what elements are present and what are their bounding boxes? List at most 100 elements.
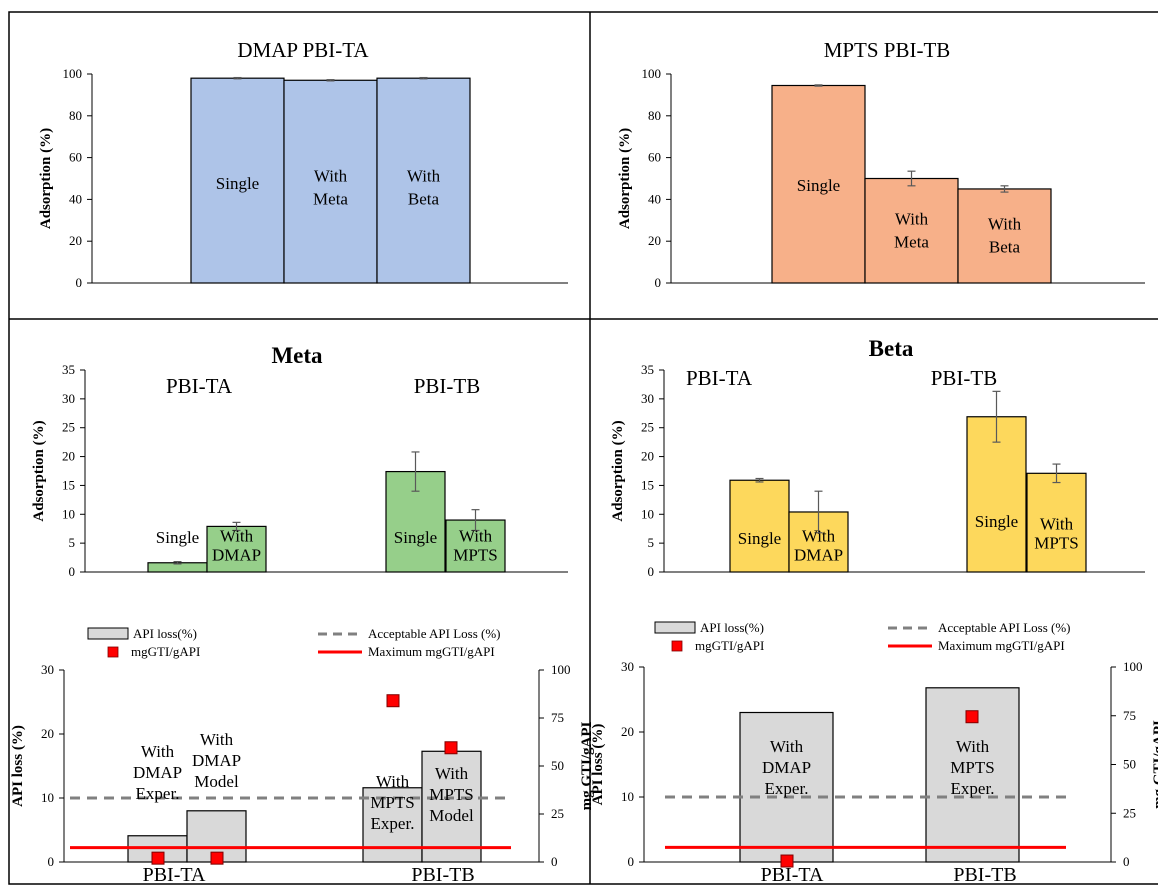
legend-label-accept: Acceptable API Loss (%) xyxy=(938,620,1071,635)
group-label: PBI-TB xyxy=(414,374,481,398)
bar-label: With xyxy=(988,215,1022,234)
group-label: PBI-TB xyxy=(931,366,998,390)
bar-label: Exper. xyxy=(136,784,180,803)
y-tick-label: 0 xyxy=(628,854,635,869)
y-tick-label: 0 xyxy=(551,854,558,869)
bar-label: DMAP xyxy=(192,751,241,770)
y-tick-label: 20 xyxy=(641,449,654,464)
y-tick-label: 0 xyxy=(655,275,662,290)
y-tick-label: 30 xyxy=(62,391,75,406)
bar-label: With xyxy=(895,210,929,229)
y-tick-label: 0 xyxy=(1123,854,1130,869)
legend-label-max: Maximum mgGTI/gAPI xyxy=(938,638,1065,653)
bar-label: With xyxy=(459,527,493,546)
bar-label: Single xyxy=(156,528,199,547)
bar-label: DMAP xyxy=(133,763,182,782)
bar-label: Single xyxy=(975,512,1018,531)
bar-label: With xyxy=(314,167,348,186)
bar-label: DMAP xyxy=(762,758,811,777)
y-tick-label: 10 xyxy=(41,790,54,805)
category-label: PBI-TA xyxy=(143,864,206,885)
bar-label: With xyxy=(770,737,804,756)
chart-mpts: MPTS PBI-TB 0 20 40 60 80 100 Adsorption (%) Sin… xyxy=(617,38,1145,290)
bar xyxy=(739,711,834,863)
y-tick-label: 80 xyxy=(69,108,82,123)
bar-label: With xyxy=(200,730,234,749)
chart-title: DMAP PBI-TA xyxy=(237,38,369,62)
y-tick-label: 25 xyxy=(551,806,564,821)
y-tick-label: 20 xyxy=(41,726,54,741)
chart-beta: Beta PBI-TA PBI-TB 0 5 10 15 20 25 30 35 Adsorption… xyxy=(610,336,1145,579)
y-axis-label: API loss (%) xyxy=(590,724,606,806)
bar xyxy=(190,77,285,284)
bar xyxy=(362,787,423,863)
bar xyxy=(957,188,1052,284)
bar-label: Beta xyxy=(989,238,1021,257)
bar xyxy=(206,525,267,573)
bar-label: Exper. xyxy=(371,814,415,833)
bar-label: With xyxy=(407,167,441,186)
y-tick-label: 15 xyxy=(641,477,654,492)
y-tick-label: 20 xyxy=(621,724,634,739)
legend-swatch-bar xyxy=(87,627,129,640)
chart-meta: Meta PBI-TA PBI-TB 0 5 10 15 20 25 30 35 Adsorption… xyxy=(31,343,568,579)
bar-label: Meta xyxy=(313,190,348,209)
y-tick-label: 25 xyxy=(641,420,654,435)
mg-marker xyxy=(210,851,224,865)
panel-borders xyxy=(8,11,1158,885)
bar-label: Single xyxy=(394,528,437,547)
bar-label: MPTS xyxy=(429,785,473,804)
bar-label: Single xyxy=(797,176,840,195)
y-tick-label: 20 xyxy=(69,233,82,248)
y-tick-label: 25 xyxy=(62,420,75,435)
y-tick-label: 35 xyxy=(62,362,75,377)
y-tick-label: 10 xyxy=(621,789,634,804)
y-tick-label: 100 xyxy=(642,66,662,81)
y-tick-label: 80 xyxy=(648,108,661,123)
bar-label: Model xyxy=(194,772,239,791)
y-tick-label: 100 xyxy=(551,662,571,677)
legend-label-bar: API loss(%) xyxy=(700,620,764,635)
y-tick-label: 10 xyxy=(641,506,654,521)
legend-swatch-marker xyxy=(671,640,683,652)
y-tick-label: 25 xyxy=(1123,805,1136,820)
legend-label-bar: API loss(%) xyxy=(133,626,197,641)
bar-label: DMAP xyxy=(212,546,261,565)
chart-loss-b: API loss(%) Acceptable API Loss (%) mgGTI/… xyxy=(590,620,1158,885)
bar-label: With xyxy=(1040,515,1074,534)
y-tick-label: 75 xyxy=(1123,708,1136,723)
y-tick-label: 5 xyxy=(648,535,655,550)
bar-label: Single xyxy=(738,529,781,548)
y-tick-label: 0 xyxy=(48,854,55,869)
y-tick-label: 50 xyxy=(1123,757,1136,772)
y-tick-label: 100 xyxy=(1123,659,1143,674)
y-tick-label: 30 xyxy=(621,659,634,674)
bar-label: MPTS xyxy=(453,546,497,565)
y-tick-label: 20 xyxy=(648,233,661,248)
y-tick-label: 0 xyxy=(69,564,76,579)
bar-label: MPTS xyxy=(950,758,994,777)
category-label: PBI-TB xyxy=(411,864,474,885)
bar-label: MPTS xyxy=(370,793,414,812)
y-axis-label: API loss (%) xyxy=(10,725,26,807)
bar-label: Single xyxy=(216,174,259,193)
bar-label: Meta xyxy=(894,233,929,252)
bar xyxy=(376,77,471,284)
y-tick-label: 30 xyxy=(641,391,654,406)
y2-axis-label: mg GTI/gAPI xyxy=(1151,720,1158,809)
legend-label-marker: mgGTI/gAPI xyxy=(131,644,200,659)
bar xyxy=(729,479,790,573)
legend-swatch-bar xyxy=(654,621,696,634)
chart-title: Meta xyxy=(271,343,323,368)
y-tick-label: 30 xyxy=(41,662,54,677)
y-axis-label: Adsorption (%) xyxy=(617,128,633,229)
group-label: PBI-TA xyxy=(686,366,753,390)
y-tick-label: 5 xyxy=(69,535,76,550)
mg-marker xyxy=(151,851,165,865)
bar-label: Exper. xyxy=(951,779,995,798)
chart-loss-a: API loss(%) Acceptable API Loss (%) mgGTI/… xyxy=(10,626,595,885)
y-tick-label: 100 xyxy=(63,66,83,81)
bar-label: Model xyxy=(429,806,474,825)
y-axis-label: Adsorption (%) xyxy=(610,420,626,521)
